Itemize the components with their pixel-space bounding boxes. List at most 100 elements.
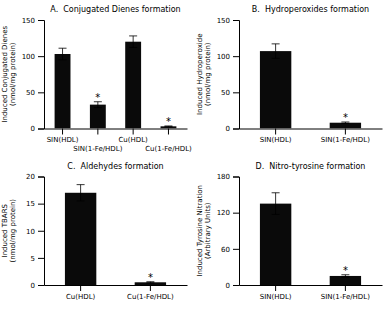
tick-mark <box>233 285 239 286</box>
tick-mark <box>345 129 346 135</box>
tick-label: 0 <box>31 282 35 290</box>
tick-mark <box>38 92 44 93</box>
tick-label: Cu(1-Fe/HDL) <box>127 293 174 301</box>
bar <box>65 193 96 285</box>
axis-line <box>240 129 383 130</box>
tick-mark <box>38 231 44 232</box>
bar <box>90 105 106 129</box>
tick-mark <box>233 56 239 57</box>
tick: Cu(1-Fe/HDL) <box>127 285 174 301</box>
tick: Cu(HDL) <box>118 129 148 145</box>
error-bar <box>272 193 280 215</box>
x-axis: SIN(HDL)SIN(1-Fe/HDL)Cu(HDL)Cu(1-Fe/HDL) <box>45 129 193 154</box>
y-axis-label: Induced Conjugated Dienes(nmol/mg protei… <box>1 26 17 123</box>
annotation: * <box>343 112 348 123</box>
tick-mark <box>233 249 239 250</box>
error-bar <box>272 44 280 58</box>
tick: 0 <box>226 282 239 290</box>
bar <box>330 123 361 129</box>
y-axis-label: Induced Hydroperoxide(nmol/mg protein) <box>196 34 212 115</box>
tick: Cu(1-Fe/HDL) <box>145 129 192 154</box>
tick-label: Cu(1-Fe/HDL) <box>145 145 192 153</box>
tick-mark <box>275 285 276 291</box>
tick-label: 180 <box>217 173 230 181</box>
bar <box>260 204 291 285</box>
tick: 5 <box>31 255 44 263</box>
tick-mark <box>38 177 44 178</box>
tick: SIN(HDL) <box>260 129 292 145</box>
annotation: * <box>166 116 171 127</box>
tick-mark <box>233 213 239 214</box>
tick-mark <box>133 129 134 135</box>
tick-label: Cu(HDL) <box>66 293 96 301</box>
tick: 150 <box>217 17 239 25</box>
tick-mark <box>233 129 239 130</box>
y-axis: 0 50 100 150 <box>217 17 240 133</box>
tick-label: SIN(1-Fe/HDL) <box>73 145 122 153</box>
x-axis: SIN(HDL) SIN(1-Fe/HDL) <box>240 285 383 301</box>
axis-line <box>233 177 240 286</box>
title: B. Hydroperoxides formation <box>252 5 369 14</box>
tick-label: 150 <box>217 17 230 25</box>
tick-mark <box>80 285 81 291</box>
panel: 0 50 100 150 SIN(HDL)SIN(1-Fe/HDL)Cu(HDL)Cu(… <box>1 5 192 153</box>
tick-label: 100 <box>217 53 230 61</box>
plot-area <box>260 44 361 129</box>
tick-mark <box>233 177 239 178</box>
tick-label: Cu(HDL) <box>118 136 148 144</box>
tick: 0 <box>31 282 44 290</box>
y-axis-label: Induced Tyrosine Nitration(Arbitrary Uni… <box>196 185 212 277</box>
tick-mark <box>38 129 44 130</box>
figure: 050100150SIN(HDL)SIN(1-Fe/HDL)Cu(HDL)Cu(… <box>0 0 390 313</box>
tick-mark <box>97 129 98 135</box>
tick-mark <box>38 258 44 259</box>
tick: 10 <box>26 227 44 235</box>
annotation: * <box>343 265 348 276</box>
tick-label: SIN(1-Fe/HDL) <box>321 136 370 144</box>
tick: 150 <box>22 17 44 25</box>
error-bar <box>59 48 67 60</box>
plot-area <box>260 193 361 285</box>
tick-label: 60 <box>221 246 230 254</box>
panel: 0 60 120 180 SIN(HDL) SIN(1-Fe/HDL) * D. Nitro-… <box>196 162 383 301</box>
tick-label: 150 <box>22 17 35 25</box>
tick-mark <box>38 56 44 57</box>
tick: 120 <box>217 209 239 217</box>
tick-mark <box>345 285 346 291</box>
tick: SIN(1-Fe/HDL) <box>73 129 122 154</box>
plot-area <box>55 36 177 129</box>
tick-label: 0 <box>226 282 230 290</box>
axis-line <box>38 21 45 130</box>
tick-label: SIN(HDL) <box>260 136 292 144</box>
tick-label: SIN(1-Fe/HDL) <box>321 293 370 301</box>
tick-label: 0 <box>226 125 230 133</box>
tick: SIN(HDL) <box>260 285 292 301</box>
tick: SIN(HDL) <box>47 129 79 145</box>
panel: 05101520Cu(HDL)Cu(1-Fe/HDL)*C. Aldehydes… <box>1 162 188 301</box>
y-axis: 0 60 120 180 <box>217 173 240 289</box>
tick-label: SIN(HDL) <box>47 136 79 144</box>
tick-mark <box>168 129 169 135</box>
tick-label: 50 <box>26 89 35 97</box>
title: C. Aldehydes formation <box>67 162 163 171</box>
tick: 20 <box>26 173 44 181</box>
tick: 50 <box>221 89 239 97</box>
tick: 100 <box>22 53 44 61</box>
tick-label: 100 <box>22 53 35 61</box>
tick-mark <box>38 204 44 205</box>
tick: 0 <box>31 125 44 133</box>
tick: SIN(1-Fe/HDL) <box>321 285 370 301</box>
panel: 0 50 100 150 SIN(HDL) SIN(1-Fe/HDL) * B. Hydrop… <box>196 5 383 144</box>
error-bar <box>77 185 85 201</box>
title: D. Nitro-tyrosine formation <box>256 162 366 171</box>
tick-mark <box>150 285 151 291</box>
y-axis-label: Induced TBARS(nmol/mg protein) <box>1 199 17 263</box>
tick-mark <box>38 285 44 286</box>
bar <box>55 54 71 129</box>
axis-line <box>38 177 45 286</box>
tick-mark <box>38 20 44 21</box>
x-axis: SIN(HDL) SIN(1-Fe/HDL) <box>240 129 383 145</box>
tick: 0 <box>226 125 239 133</box>
axis-line <box>233 21 240 130</box>
tick-label: 120 <box>217 209 230 217</box>
